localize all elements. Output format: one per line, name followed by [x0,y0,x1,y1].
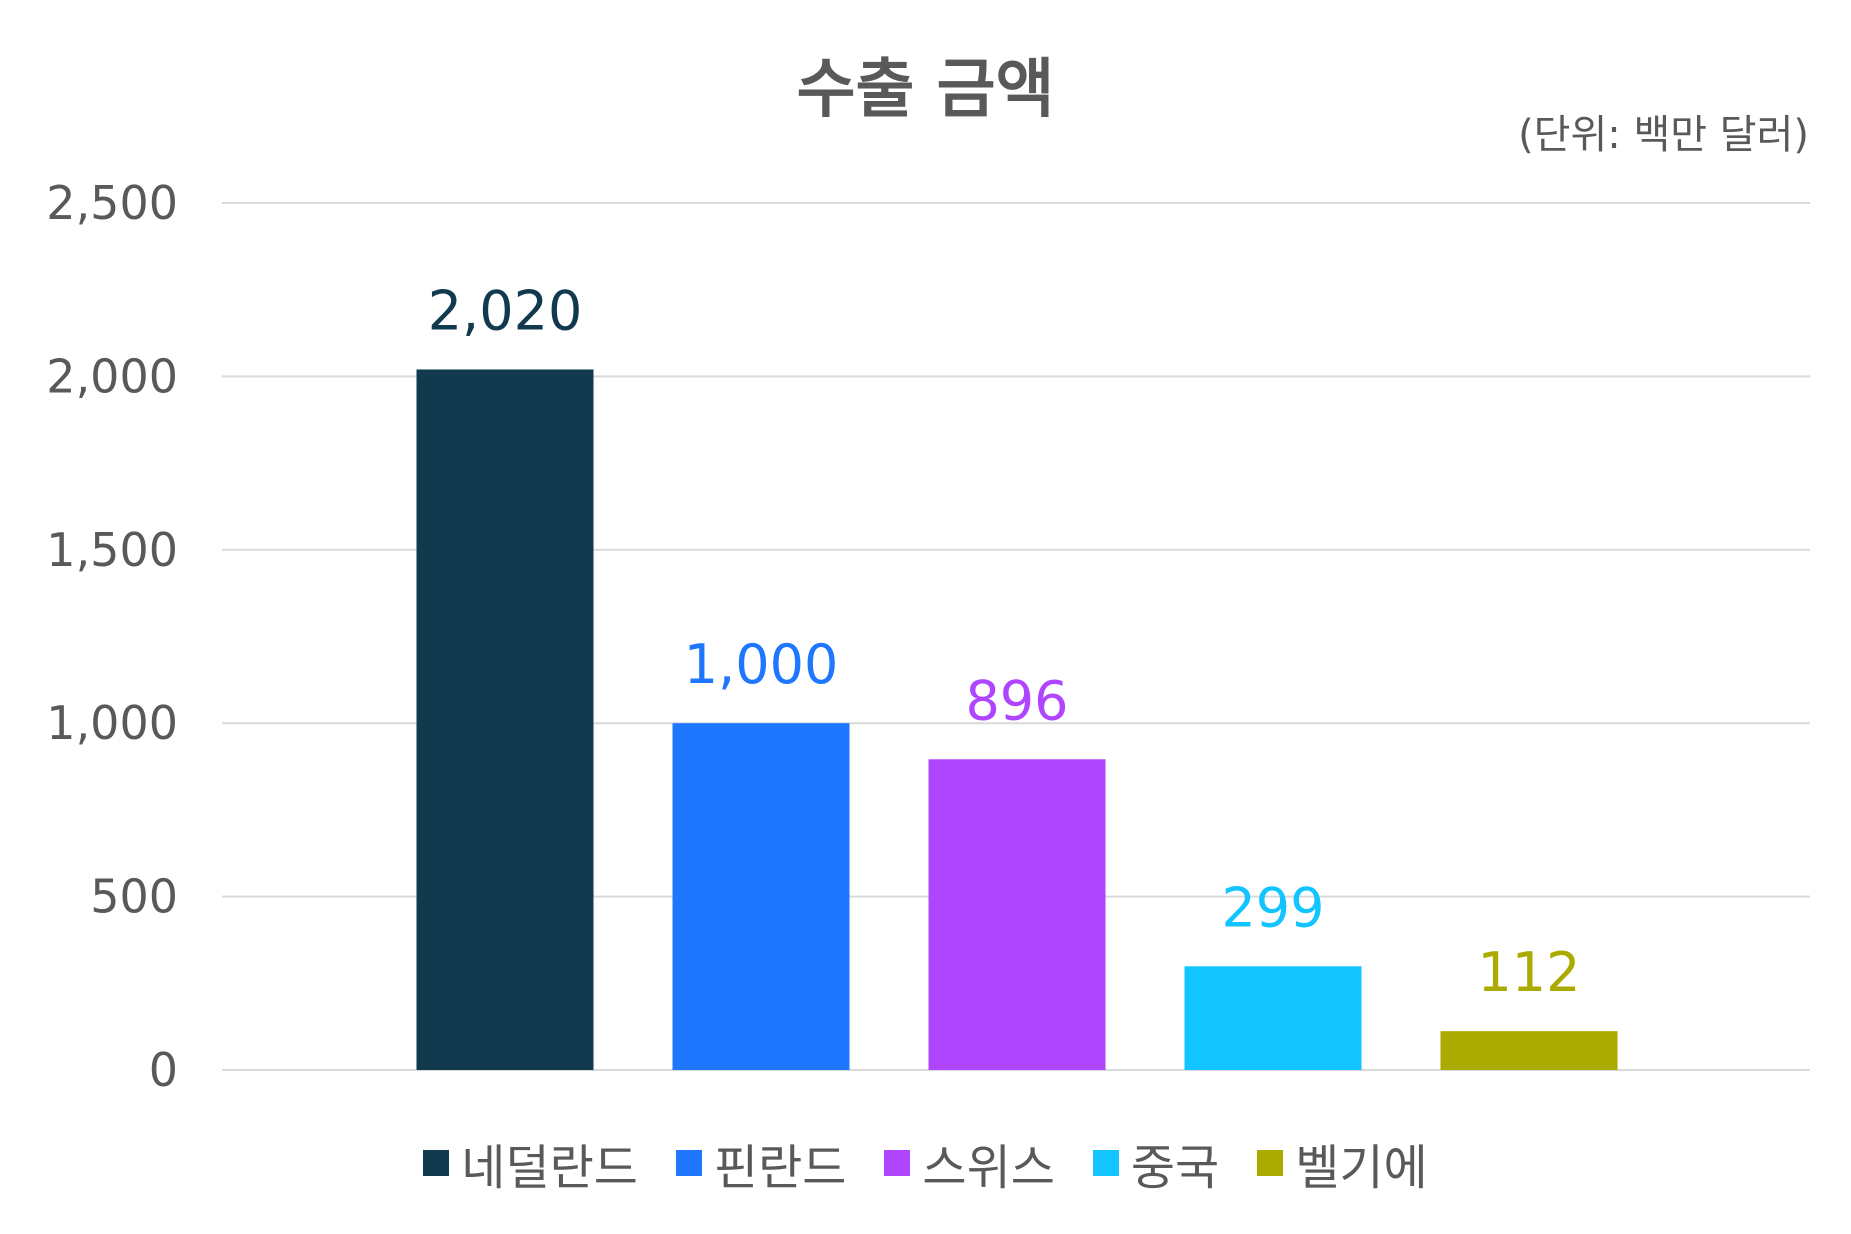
y-tick-label: 1,000 [46,696,178,750]
bar-2 [672,723,850,1070]
legend-swatch [884,1150,911,1176]
legend-swatch [1257,1150,1284,1176]
data-label: 896 [965,669,1068,732]
legend-label: 벨기에 [1295,1140,1428,1196]
data-label: 1,000 [684,633,839,696]
legend-item: 스위스 [884,1128,1055,1198]
legend-item: 벨기에 [1257,1128,1428,1198]
bar-5 [1440,1031,1618,1070]
bar-3 [928,759,1106,1070]
legend-item: 중국 [1092,1128,1220,1198]
legend: 네덜란드 핀란드 스위스 중국 벨기에 [0,1128,1851,1198]
legend-swatch [423,1150,450,1176]
bar-1 [416,369,594,1070]
y-tick-label: 2,000 [46,349,178,403]
legend-swatch [675,1150,702,1176]
y-tick-label: 1,500 [46,523,178,577]
legend-label: 핀란드 [713,1140,847,1196]
unit-note: (단위: 백만 달러) [1518,112,1809,158]
y-tick-label: 500 [90,870,178,924]
y-tick-label: 2,500 [46,176,178,230]
data-label: 112 [1477,941,1580,1004]
legend-label: 스위스 [922,1140,1055,1196]
data-label: 2,020 [428,279,583,342]
legend-label: 중국 [1130,1140,1220,1196]
legend-swatch [1092,1150,1119,1176]
legend-item: 네덜란드 [423,1128,638,1198]
legend-label: 네덜란드 [461,1140,638,1196]
data-label: 299 [1221,876,1324,939]
y-tick-label: 0 [149,1043,178,1097]
bar-4 [1184,966,1362,1070]
chart-title: 수출 금액 [796,53,1055,127]
legend-item: 핀란드 [675,1128,847,1198]
